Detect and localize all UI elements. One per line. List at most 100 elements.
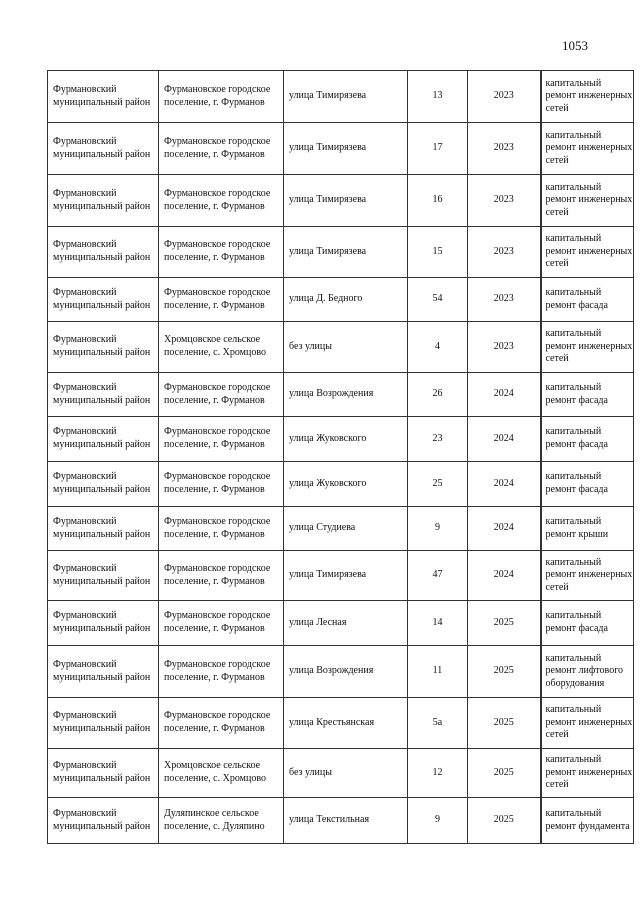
settlement-cell: Фурмановское городское поселение, г. Фур… (158, 697, 284, 749)
house-number-cell: 4 (407, 321, 468, 373)
work-type-cell: капитальный ремонт инженерных сетей (539, 226, 634, 278)
page-number: 1053 (562, 38, 588, 53)
year-cell: 2023 (467, 174, 541, 227)
year-cell: 2024 (467, 506, 541, 551)
year-cell: 2023 (467, 277, 541, 322)
year-cell: 2024 (467, 550, 541, 601)
repair-schedule-table: Фурмановский муниципальный район Фурманов… (47, 70, 634, 844)
house-number-cell: 17 (407, 122, 468, 175)
settlement-cell: Фурмановское городское поселение, г. Фур… (158, 226, 284, 278)
house-number-cell: 47 (407, 550, 468, 601)
work-type-cell: капитальный ремонт инженерных сетей (539, 321, 634, 373)
year-cell: 2025 (467, 645, 541, 698)
street-cell: улица Тимирязева (283, 226, 408, 278)
work-type-cell: капитальный ремонт инженерных сетей (539, 70, 634, 123)
table-row: Фурмановский муниципальный район Хромцовс… (47, 748, 634, 798)
table-row: Фурмановский муниципальный район Фурманов… (47, 70, 634, 123)
year-cell: 2025 (467, 748, 541, 798)
settlement-cell: Фурмановское городское поселение, г. Фур… (158, 645, 284, 698)
year-cell: 2023 (467, 70, 541, 123)
year-cell: 2024 (467, 416, 541, 462)
table-row: Фурмановский муниципальный район Фурманов… (47, 550, 634, 601)
house-number-cell: 14 (407, 600, 468, 646)
district-cell: Фурмановский муниципальный район (47, 550, 159, 601)
work-type-cell: капитальный ремонт фасада (539, 372, 634, 417)
work-type-cell: капитальный ремонт фундамента (539, 797, 634, 844)
work-type-cell: капитальный ремонт инженерных сетей (539, 174, 634, 227)
work-type-cell: капитальный ремонт фасада (539, 461, 634, 507)
settlement-cell: Фурмановское городское поселение, г. Фур… (158, 600, 284, 646)
district-cell: Фурмановский муниципальный район (47, 797, 159, 844)
district-cell: Фурмановский муниципальный район (47, 645, 159, 698)
house-number-cell: 5а (407, 697, 468, 749)
street-cell: улица Возрождения (283, 645, 408, 698)
year-cell: 2025 (467, 697, 541, 749)
street-cell: улица Тимирязева (283, 122, 408, 175)
table-row: Фурмановский муниципальный район Фурманов… (47, 174, 634, 227)
district-cell: Фурмановский муниципальный район (47, 748, 159, 798)
street-cell: улица Студиева (283, 506, 408, 551)
table-row: Фурмановский муниципальный район Фурманов… (47, 645, 634, 698)
settlement-cell: Фурмановское городское поселение, г. Фур… (158, 550, 284, 601)
street-cell: улица Лесная (283, 600, 408, 646)
house-number-cell: 12 (407, 748, 468, 798)
street-cell: улица Возрождения (283, 372, 408, 417)
street-cell: улица Тимирязева (283, 550, 408, 601)
work-type-cell: капитальный ремонт инженерных сетей (539, 697, 634, 749)
district-cell: Фурмановский муниципальный район (47, 122, 159, 175)
year-cell: 2024 (467, 461, 541, 507)
table-row: Фурмановский муниципальный район Дуляпинс… (47, 797, 634, 844)
table-row: Фурмановский муниципальный район Фурманов… (47, 277, 634, 322)
year-cell: 2023 (467, 122, 541, 175)
settlement-cell: Фурмановское городское поселение, г. Фур… (158, 277, 284, 322)
street-cell: улица Д. Бедного (283, 277, 408, 322)
table-row: Фурмановский муниципальный район Фурманов… (47, 600, 634, 646)
year-cell: 2023 (467, 226, 541, 278)
settlement-cell: Фурмановское городское поселение, г. Фур… (158, 461, 284, 507)
district-cell: Фурмановский муниципальный район (47, 226, 159, 278)
table-row: Фурмановский муниципальный район Фурманов… (47, 226, 634, 278)
district-cell: Фурмановский муниципальный район (47, 174, 159, 227)
table-row: Фурмановский муниципальный район Фурманов… (47, 372, 634, 417)
street-cell: улица Тимирязева (283, 70, 408, 123)
work-type-cell: капитальный ремонт лифтового оборудовани… (539, 645, 634, 698)
district-cell: Фурмановский муниципальный район (47, 506, 159, 551)
work-type-cell: капитальный ремонт инженерных сетей (539, 748, 634, 798)
district-cell: Фурмановский муниципальный район (47, 600, 159, 646)
house-number-cell: 16 (407, 174, 468, 227)
year-cell: 2024 (467, 372, 541, 417)
street-cell: без улицы (283, 321, 408, 373)
table-row: Фурмановский муниципальный район Фурманов… (47, 122, 634, 175)
table-row: Фурмановский муниципальный район Хромцовс… (47, 321, 634, 373)
street-cell: улица Текстильная (283, 797, 408, 844)
settlement-cell: Хромцовское сельское поселение, с. Хромц… (158, 748, 284, 798)
work-type-cell: капитальный ремонт фасада (539, 416, 634, 462)
settlement-cell: Фурмановское городское поселение, г. Фур… (158, 506, 284, 551)
settlement-cell: Фурмановское городское поселение, г. Фур… (158, 70, 284, 123)
table-row: Фурмановский муниципальный район Фурманов… (47, 416, 634, 462)
table-row: Фурмановский муниципальный район Фурманов… (47, 697, 634, 749)
settlement-cell: Фурмановское городское поселение, г. Фур… (158, 416, 284, 462)
table-row: Фурмановский муниципальный район Фурманов… (47, 461, 634, 507)
district-cell: Фурмановский муниципальный район (47, 416, 159, 462)
work-type-cell: капитальный ремонт фасада (539, 600, 634, 646)
district-cell: Фурмановский муниципальный район (47, 372, 159, 417)
street-cell: улица Крестьянская (283, 697, 408, 749)
street-cell: улица Тимирязева (283, 174, 408, 227)
settlement-cell: Фурмановское городское поселение, г. Фур… (158, 122, 284, 175)
house-number-cell: 13 (407, 70, 468, 123)
work-type-cell: капитальный ремонт инженерных сетей (539, 122, 634, 175)
year-cell: 2023 (467, 321, 541, 373)
work-type-cell: капитальный ремонт крыши (539, 506, 634, 551)
work-type-cell: капитальный ремонт инженерных сетей (539, 550, 634, 601)
house-number-cell: 54 (407, 277, 468, 322)
district-cell: Фурмановский муниципальный район (47, 697, 159, 749)
street-cell: улица Жуковского (283, 461, 408, 507)
settlement-cell: Хромцовское сельское поселение, с. Хромц… (158, 321, 284, 373)
house-number-cell: 9 (407, 506, 468, 551)
house-number-cell: 9 (407, 797, 468, 844)
house-number-cell: 25 (407, 461, 468, 507)
house-number-cell: 11 (407, 645, 468, 698)
table-row: Фурмановский муниципальный район Фурманов… (47, 506, 634, 551)
settlement-cell: Фурмановское городское поселение, г. Фур… (158, 372, 284, 417)
